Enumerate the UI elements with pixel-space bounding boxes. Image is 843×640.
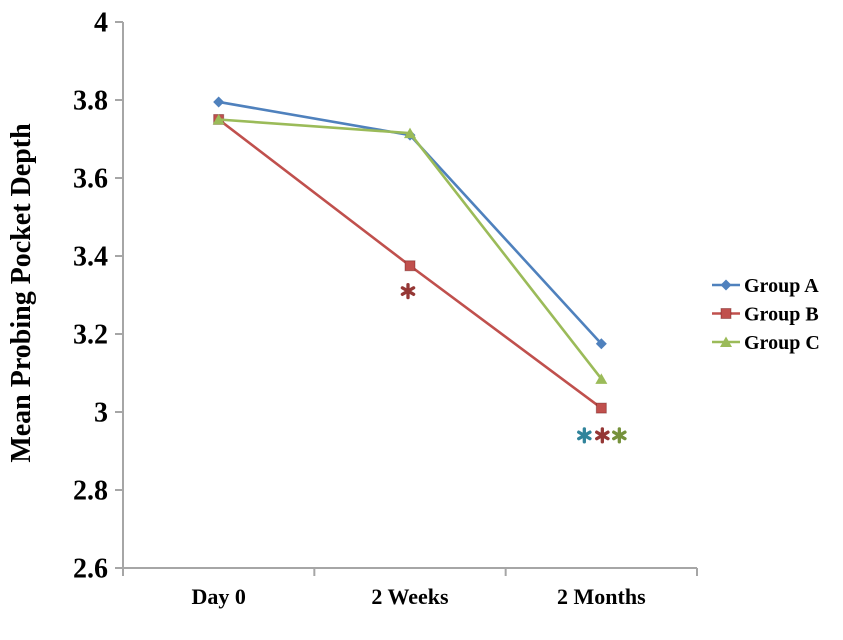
significance-asterisk xyxy=(400,282,416,300)
series-group-b xyxy=(213,114,607,414)
legend-marker xyxy=(720,336,732,347)
axes-layer: 4 3.8 3.6 3.4 3.2 3 2.8 2.6 Day 0 2 Weeks 2 Months xyxy=(73,8,698,609)
y-tick-label: 3.6 xyxy=(73,164,108,195)
legend-item-group-c: Group C xyxy=(712,332,820,354)
legend-label: Group B xyxy=(744,304,819,326)
legend: Group A Group B Group C xyxy=(712,275,820,354)
data-point-marker xyxy=(213,96,225,108)
series-layer xyxy=(212,96,608,414)
y-tick-label: 4 xyxy=(94,8,108,39)
series-line xyxy=(218,118,603,380)
data-point-marker xyxy=(212,114,225,125)
x-tick-label: 2 Weeks xyxy=(371,584,449,609)
legend-marker xyxy=(720,308,732,319)
data-point-marker xyxy=(404,127,416,139)
significance-asterisk xyxy=(577,427,592,444)
y-tick-label: 2.8 xyxy=(73,476,108,507)
legend-label: Group C xyxy=(744,332,820,354)
x-tick-label: 2 Months xyxy=(557,584,646,609)
data-point-marker xyxy=(404,260,416,272)
data-point-marker xyxy=(595,402,607,414)
legend-label: Group A xyxy=(744,275,819,297)
x-tick-label: Day 0 xyxy=(191,584,245,609)
annotation-layer xyxy=(400,282,627,444)
series-group-c xyxy=(212,114,608,384)
data-point-marker xyxy=(595,338,607,350)
legend-marker xyxy=(720,279,732,291)
y-tick-label: 3.4 xyxy=(73,242,108,273)
significance-asterisk xyxy=(612,427,627,444)
y-tick-label: 2.6 xyxy=(73,554,108,585)
data-point-marker xyxy=(595,373,608,384)
legend-item-group-b: Group B xyxy=(712,304,819,326)
y-tick-label: 3.2 xyxy=(73,320,108,351)
significance-asterisk xyxy=(595,427,610,444)
y-tick-label: 3 xyxy=(94,398,108,429)
y-tick-label: 3.8 xyxy=(73,86,108,117)
y-axis-title: Mean Probing Pocket Depth xyxy=(6,123,37,463)
legend-item-group-a: Group A xyxy=(712,275,819,297)
